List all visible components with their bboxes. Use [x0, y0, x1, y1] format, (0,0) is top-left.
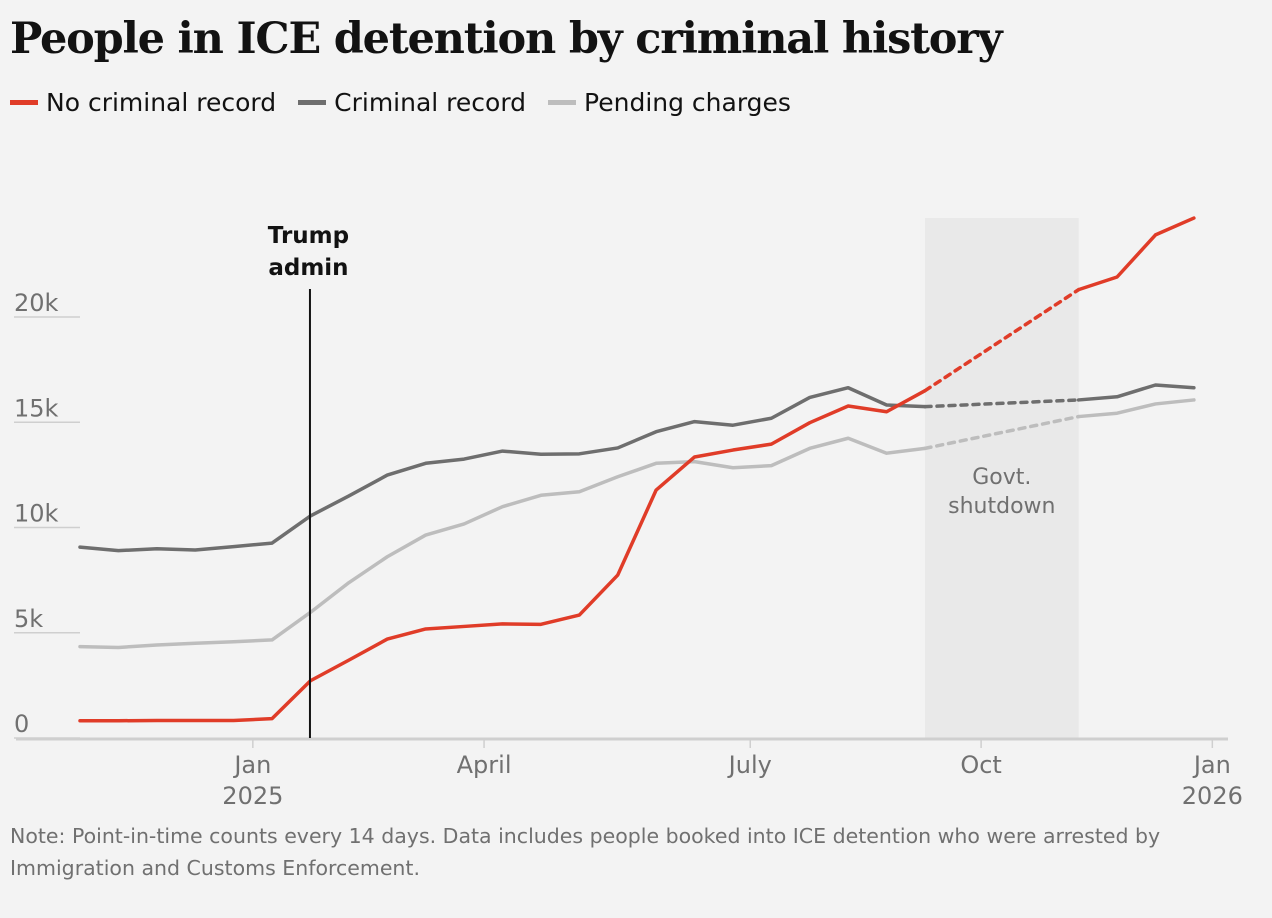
series-line-solid — [1076, 383, 1196, 402]
legend-swatch — [548, 100, 577, 105]
legend-label: No criminal record — [46, 88, 277, 117]
chart-note: Note: Point-in-time counts every 14 days… — [10, 824, 1161, 880]
legend-label: Pending charges — [584, 88, 791, 117]
x-tick-label: Jan — [1192, 751, 1231, 779]
y-tick-label: 20k — [14, 289, 59, 317]
x-tick-sublabel: 2025 — [222, 782, 283, 810]
x-tick-label: July — [727, 751, 772, 779]
legend-item-criminal-record: Criminal record — [298, 88, 526, 117]
x-tick-label: Oct — [960, 751, 1002, 779]
series-no-criminal-record — [78, 216, 1196, 723]
y-tick-label: 10k — [14, 500, 59, 528]
series-line-dashed — [923, 398, 1081, 409]
trump-admin-label: Trump — [268, 223, 349, 249]
y-tick-label: 0 — [14, 710, 29, 738]
series-line-solid — [1076, 398, 1196, 419]
series-line-solid — [78, 385, 927, 553]
legend-swatch — [298, 100, 327, 105]
shutdown-label: Govt. — [972, 465, 1031, 490]
series-line-solid — [78, 388, 927, 723]
series-criminal-record — [78, 383, 1196, 553]
legend: No criminal record Criminal record Pendi… — [10, 88, 791, 117]
legend-item-no-criminal-record: No criminal record — [10, 88, 276, 117]
x-tick-label: Jan — [232, 751, 271, 779]
x-tick-sublabel: 2026 — [1182, 782, 1243, 810]
y-tick-label: 5k — [14, 605, 43, 633]
chart-title: People in ICE detention by criminal hist… — [10, 14, 1003, 64]
legend-item-pending-charges: Pending charges — [548, 88, 791, 117]
y-tick-label: 15k — [14, 394, 59, 422]
series-line-solid — [1076, 216, 1196, 292]
trump-admin-label: admin — [268, 255, 348, 281]
series-pending-charges — [78, 398, 1196, 650]
series-line-dashed — [923, 287, 1081, 393]
shutdown-label: shutdown — [948, 494, 1055, 519]
shutdown-band — [925, 218, 1079, 738]
series-line-solid — [78, 436, 927, 650]
legend-swatch — [10, 100, 38, 105]
x-tick-label: April — [457, 751, 512, 779]
series-line-dashed — [923, 414, 1081, 451]
legend-label: Criminal record — [334, 88, 527, 117]
